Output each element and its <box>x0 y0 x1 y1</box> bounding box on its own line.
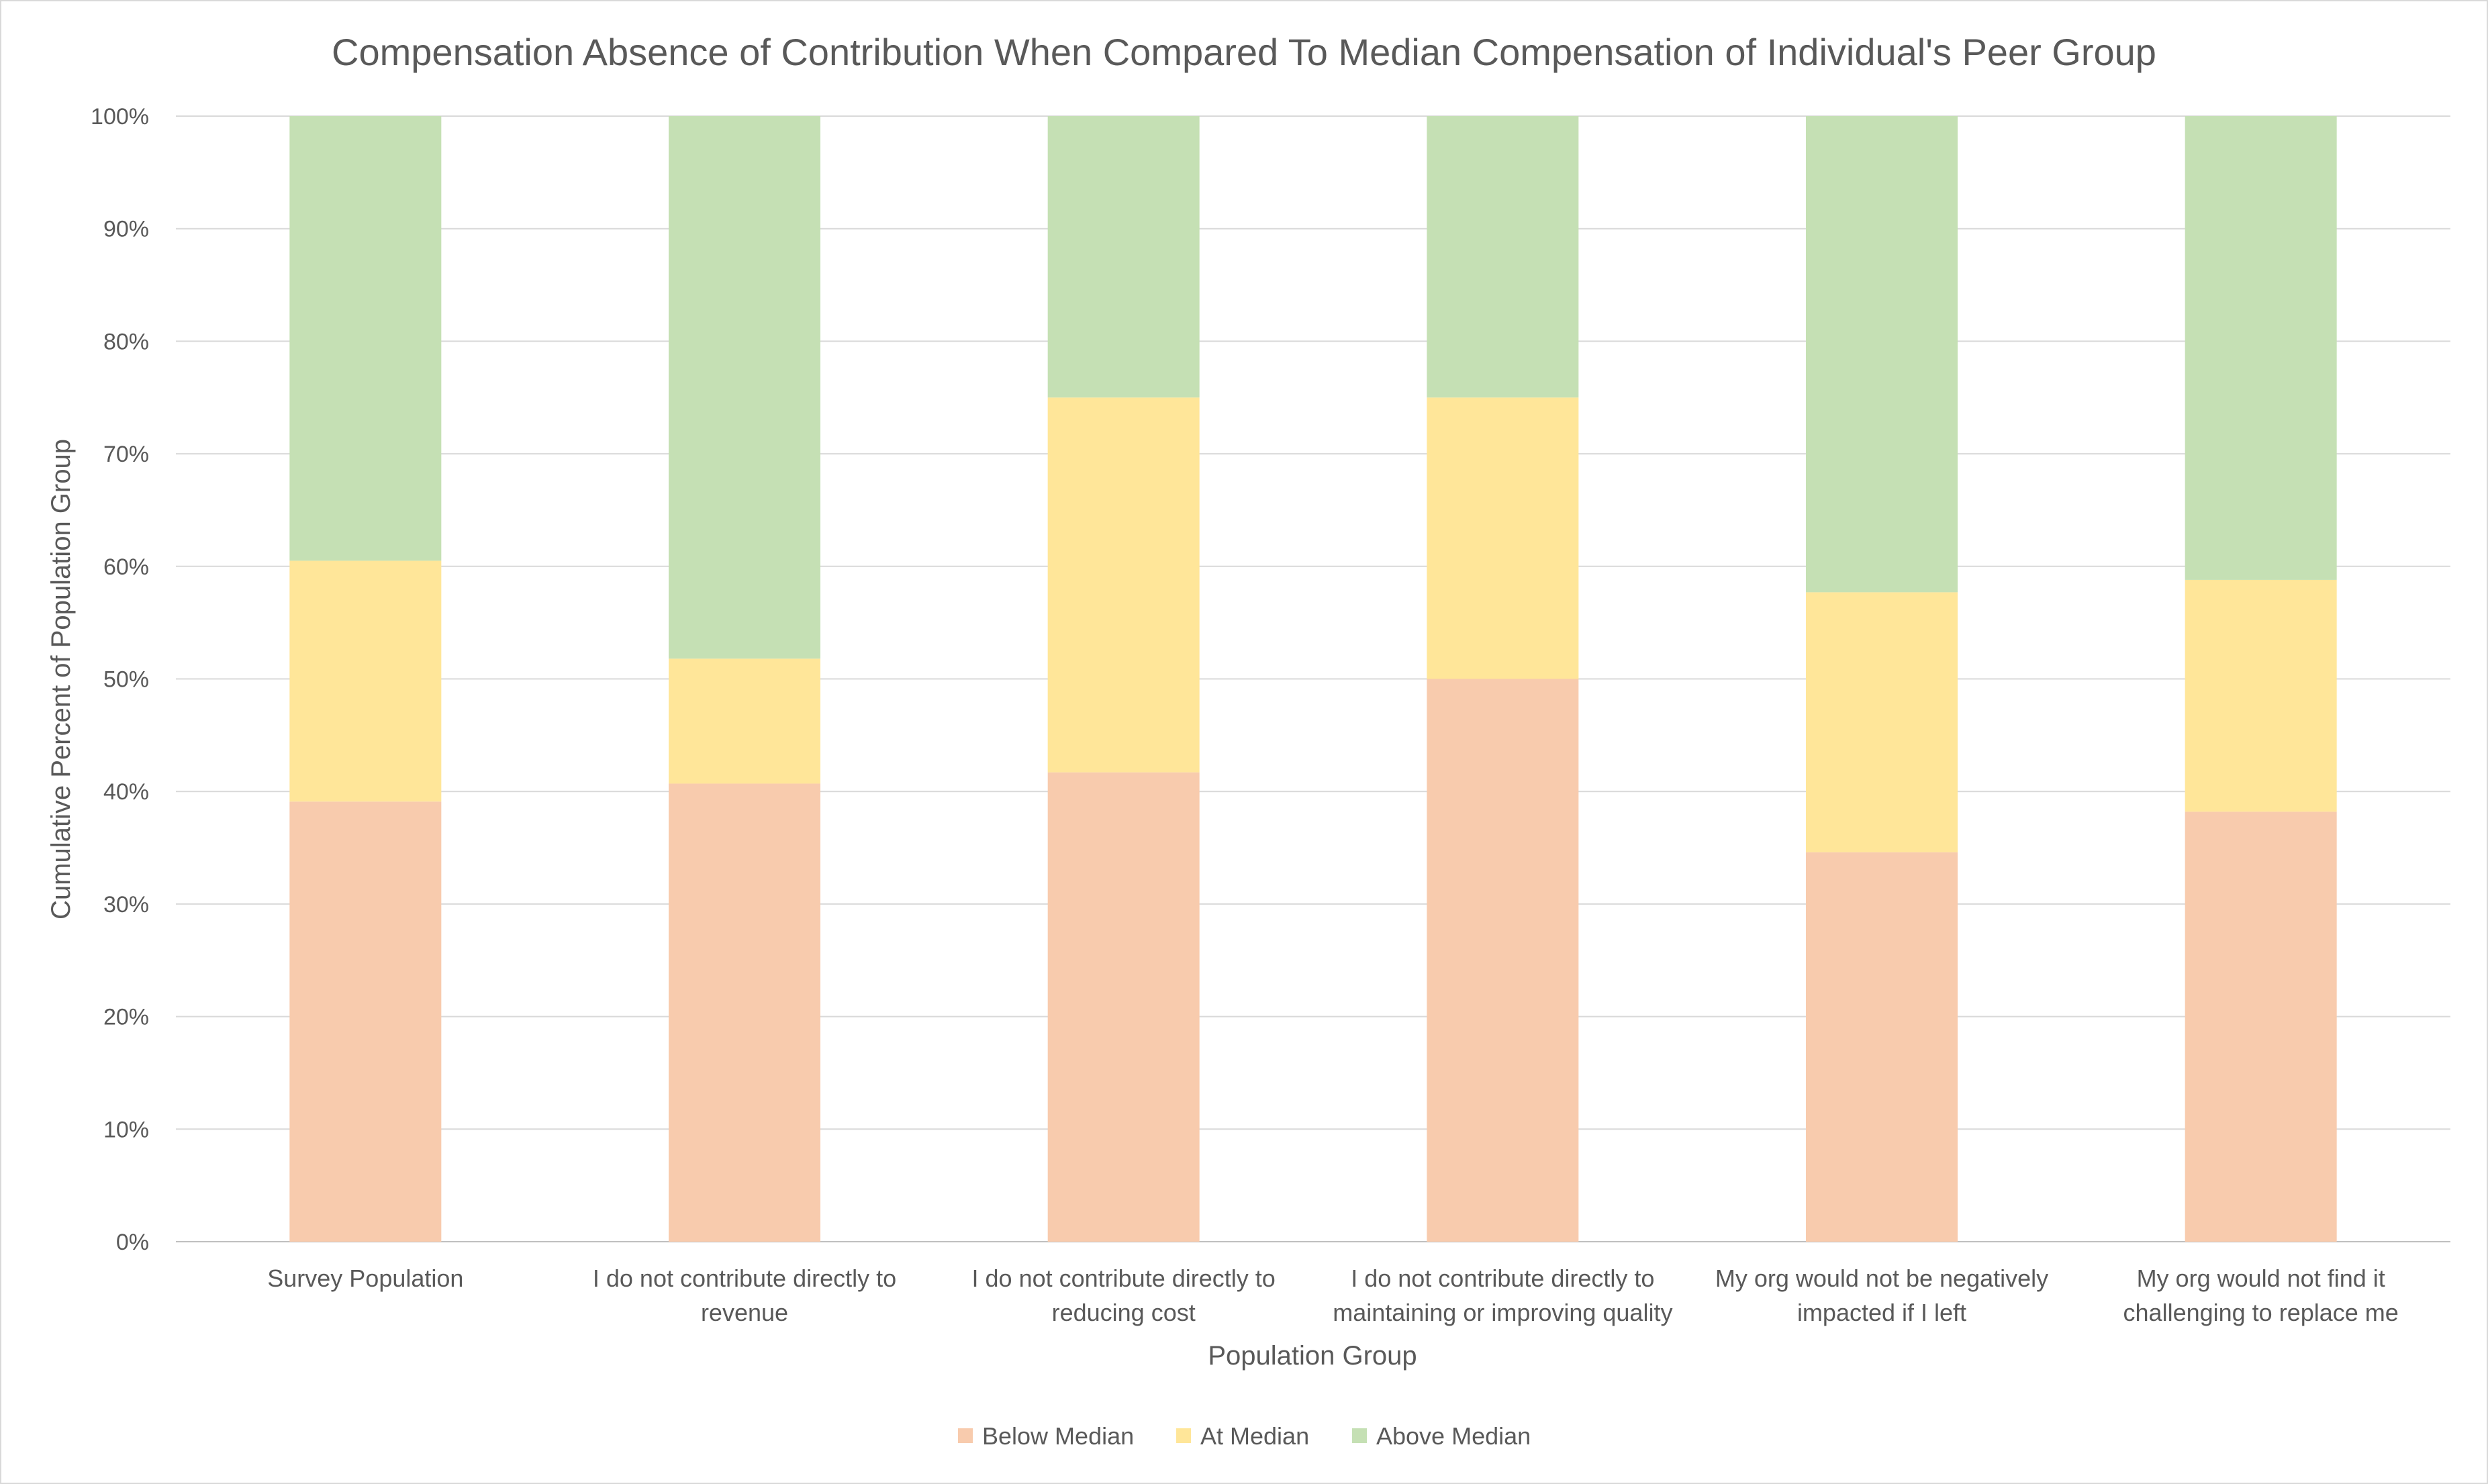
bar-at-median <box>669 658 820 784</box>
bar-above-median <box>669 116 820 659</box>
x-tick-label: I do not contribute directly to <box>972 1265 1276 1292</box>
x-tick-label: reducing cost <box>1052 1299 1196 1326</box>
x-axis-ticks: Survey Population I do not contribute dir… <box>267 1265 2399 1326</box>
y-axis-title: Cumulative Percent of Population Group <box>46 439 76 920</box>
bar-at-median <box>1806 592 1958 852</box>
y-tick-label: 0% <box>116 1230 149 1255</box>
x-axis-title: Population Group <box>1208 1341 1417 1371</box>
bar-at-median <box>2185 579 2337 812</box>
bar-below-median <box>1047 772 1200 1242</box>
legend-below-median-label: Below Median <box>982 1422 1134 1450</box>
y-tick-label: 20% <box>103 1005 149 1030</box>
bar-below-median <box>669 783 820 1242</box>
bar-at-median <box>1047 397 1200 773</box>
legend: Below Median At Median Above Median <box>958 1422 1531 1450</box>
bar-at-median <box>289 560 442 802</box>
bar-below-median <box>1427 679 1579 1242</box>
x-tick-label: maintaining or improving quality <box>1333 1299 1672 1326</box>
bar-above-median <box>289 116 442 561</box>
y-tick-label: 100% <box>91 104 149 130</box>
y-tick-label: 50% <box>103 667 149 693</box>
legend-above-median-label: Above Median <box>1376 1422 1531 1450</box>
x-tick-label: Survey Population <box>267 1265 463 1292</box>
gridlines <box>176 115 2450 1242</box>
y-tick-label: 40% <box>103 779 149 805</box>
chart-title: Compensation Absence of Contribution Whe… <box>332 31 2156 73</box>
x-tick-label: revenue <box>701 1299 788 1326</box>
legend-at-median-label: At Median <box>1200 1422 1309 1450</box>
bar-above-median <box>1427 116 1579 398</box>
y-tick-label: 10% <box>103 1117 149 1142</box>
bars <box>289 116 2337 1242</box>
bar-below-median <box>289 801 442 1242</box>
legend-above-median-swatch <box>1352 1428 1367 1443</box>
bar-above-median <box>2185 116 2337 580</box>
x-tick-label: My org would not find it <box>2137 1265 2385 1292</box>
y-tick-label: 60% <box>103 554 149 580</box>
y-tick-label: 90% <box>103 217 149 242</box>
y-tick-label: 80% <box>103 329 149 354</box>
y-tick-label: 30% <box>103 892 149 918</box>
legend-at-median-swatch <box>1176 1428 1191 1443</box>
x-tick-label: I do not contribute directly to <box>593 1265 896 1292</box>
x-tick-label: I do not contribute directly to <box>1351 1265 1654 1292</box>
x-tick-label: impacted if I left <box>1797 1299 1966 1326</box>
bar-at-median <box>1427 397 1579 679</box>
bar-above-median <box>1047 116 1200 398</box>
bar-below-median <box>2185 811 2337 1242</box>
legend-below-median-swatch <box>958 1428 973 1443</box>
y-tick-label: 70% <box>103 442 149 467</box>
bar-above-median <box>1806 116 1958 593</box>
y-axis-ticks: 0% 10% 20% 30% 40% 50% 60% 70% 80% 90% 100% <box>91 104 149 1255</box>
x-tick-label: My org would not be negatively <box>1715 1265 2048 1292</box>
x-tick-label: challenging to replace me <box>2123 1299 2399 1326</box>
bar-below-median <box>1806 852 1958 1242</box>
